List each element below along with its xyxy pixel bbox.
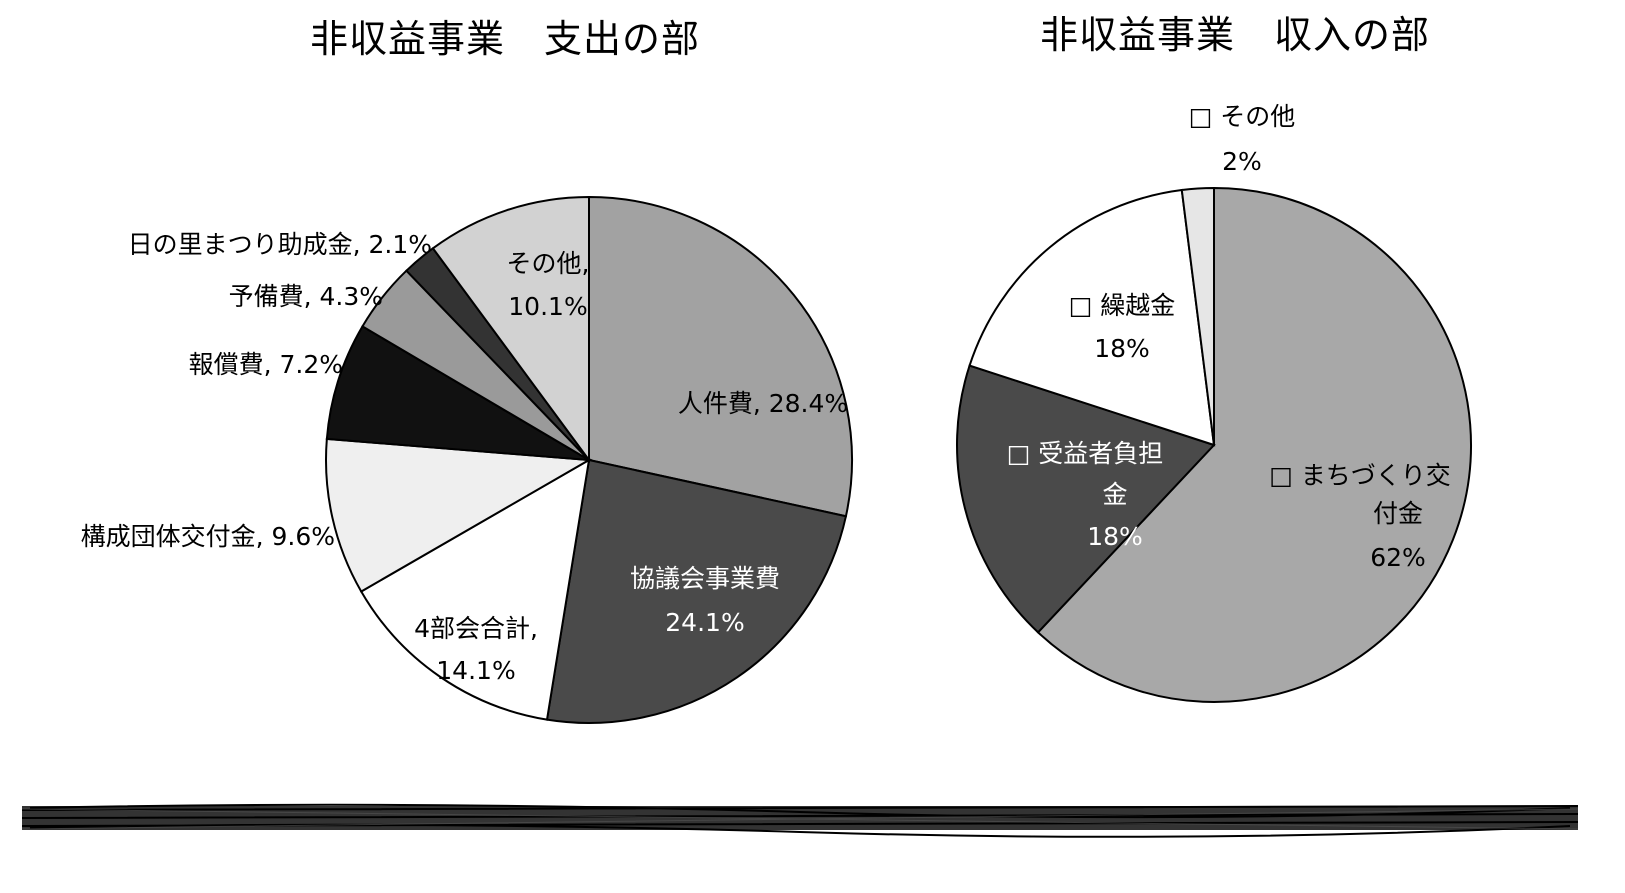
income-slice-2 [968,188,1216,447]
income-slice-1 [956,364,1216,634]
label-hoshohi: 報償費, 7.2% [189,350,343,379]
income-pie-chart: 非収益事業 収入の部 □ まちづくり交 付金 62% □ 受益者負担 金 18%… [956,13,1472,703]
label-4bukai: 4部会合計, 14.1% [414,614,538,685]
income-slice-0 [1036,186,1472,703]
expense-slice-4 [325,324,590,461]
label-jueki-line3: 18% [1087,522,1143,551]
label-sonota-left: その他, 10.1% [507,249,590,321]
label-jueki-line2: 金 [1102,480,1127,509]
label-4bukai-line2: 14.1% [436,656,515,685]
label-sonota-right-line1: □ その他 [1189,102,1296,131]
label-kurikoshi-line2: 18% [1094,334,1150,363]
decorative-scribble-bar [21,803,1579,838]
label-hinosato: 日の里まつり助成金, 2.1% [128,230,432,259]
label-kyogikai: 協議会事業費 24.1% [630,564,780,637]
label-sonota-right-line2: 2% [1222,147,1262,176]
label-sonota-left-line1: その他, [507,249,590,278]
expense-slice-labels: 人件費, 28.4% 協議会事業費 24.1% 4部会合計, 14.1% 構成団… [81,230,849,685]
expense-pie-slices [325,195,853,724]
income-slice-3 [1180,186,1215,446]
income-pie-slices [956,186,1472,703]
expense-slice-7 [431,195,590,464]
expense-slice-0 [588,195,853,518]
label-jueki-line1: □ 受益者負担 [1007,439,1164,468]
label-kurikoshi-line1: □ 繰越金 [1069,291,1176,320]
label-kyogikai-line2: 24.1% [665,608,744,637]
label-jinkenhi: 人件費, 28.4% [678,389,848,418]
label-machizukuri-line1: □ まちづくり交 [1269,461,1451,490]
label-machizukuri-line3: 62% [1370,543,1426,572]
expense-slice-3 [325,437,593,593]
income-slice-labels: □ まちづくり交 付金 62% □ 受益者負担 金 18% □ 繰越金 18% … [1007,102,1451,572]
label-sonota-left-line2: 10.1% [508,292,587,321]
income-chart-title: 非収益事業 収入の部 [1040,13,1430,57]
label-jueki: □ 受益者負担 金 18% [1007,439,1164,551]
label-kurikoshi: □ 繰越金 18% [1069,291,1176,363]
label-kyogikai-line1: 協議会事業費 [630,564,780,593]
label-yobihi: 予備費, 4.3% [229,282,383,311]
label-sonota-right: □ その他 2% [1189,102,1296,176]
label-machizukuri-line2: 付金 [1373,499,1423,528]
label-koseidantai: 構成団体交付金, 9.6% [81,522,335,551]
expense-slice-2 [359,458,591,721]
label-4bukai-line1: 4部会合計, [414,614,538,643]
expense-pie-chart: 非収益事業 支出の部 人件費, 28.4% 協議会事業費 24.1% 4部会合計… [81,17,853,724]
expense-chart-title: 非収益事業 支出の部 [310,17,700,61]
label-machizukuri: □ まちづくり交 付金 62% [1269,461,1451,572]
expense-slice-1 [545,458,848,724]
